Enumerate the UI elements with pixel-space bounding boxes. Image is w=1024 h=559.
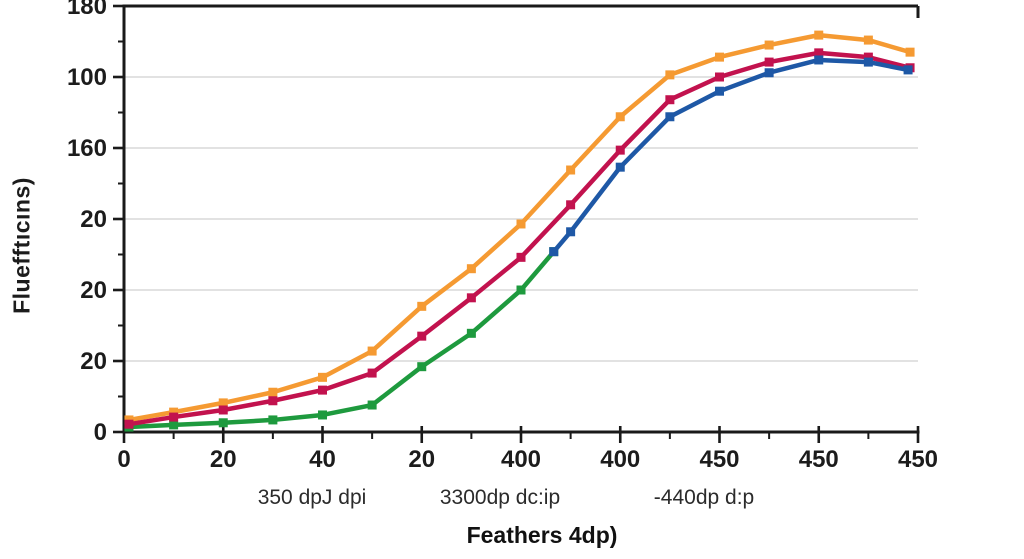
series-orange-marker [367,346,377,356]
series-blue-marker [764,68,774,78]
x-tick-label: 400 [600,446,640,473]
x-tick-label: 40 [309,446,336,473]
series-blue-marker [715,86,724,96]
series-crimson-marker [665,95,675,105]
series-orange-marker [466,264,476,274]
series-blue-marker [863,57,873,67]
series-orange-marker [218,398,228,408]
series-orange-marker [268,387,278,397]
y-tick-label: 20 [80,348,107,375]
x-tick-label: 450 [699,446,739,473]
series-crimson-marker [566,200,576,210]
series-blue-line [551,57,911,254]
series-orange-marker [417,301,427,311]
series-crimson-marker [715,72,724,82]
series-orange-marker [566,165,576,175]
series-crimson-marker [417,331,427,341]
y-tick-label: 180 [67,0,107,20]
series-crimson-marker [169,412,179,422]
series-green-marker [218,418,228,428]
series-green-marker [466,328,476,338]
series-orange-marker [863,35,873,45]
x-axis-title: Feathers 4dp) [466,522,618,548]
series-orange-marker [715,52,724,62]
series-orange-marker [169,407,179,417]
series-crimson-marker [466,293,476,303]
series-blue-marker [566,227,576,237]
series-green-line [126,249,557,430]
series-green-marker [169,420,179,430]
series-green-marker [417,362,427,372]
series-crimson-marker [764,57,774,67]
series-crimson-line [126,50,913,427]
series-crimson-marker [124,419,134,429]
series-crimson-marker [318,385,327,395]
series-orange-marker [764,40,774,50]
x-annotation-2: 3300dp dc:ip [439,486,561,509]
series-blue-marker [814,55,824,65]
series-blue-marker [615,162,625,172]
series-blue-marker [903,65,913,75]
series-blue-marker [549,247,559,257]
series-crimson-marker [814,48,824,58]
y-tick-label: 20 [80,206,107,233]
series-green-marker [367,400,377,410]
series-green-marker [268,415,278,425]
series-blue-marker [665,112,675,122]
series-crimson-marker [268,396,278,406]
series-crimson-marker [367,368,377,378]
y-tick-label: 0 [94,419,107,446]
y-axis-title: Fluefftıcıns) [8,177,35,314]
y-tick-label: 20 [80,277,107,304]
x-tick-label: 450 [799,446,839,473]
series-orange-marker [905,47,915,57]
x-tick-label: 0 [117,446,130,473]
x-tick-label: 20 [210,446,237,473]
series-orange-marker [665,70,675,80]
y-tick-label: 100 [67,64,107,91]
x-annotation-3: -440dp d:p [653,486,755,509]
x-annotation-1: 350 dpJ dpi [257,486,367,509]
series-green-marker [516,285,526,295]
series-orange-marker [814,30,824,40]
series-crimson-marker [863,52,873,62]
series-orange-marker [318,372,327,382]
series-crimson-marker [218,405,228,415]
series-orange-marker [615,112,625,122]
series-crimson-marker [615,145,625,155]
x-tick-label: 400 [501,446,541,473]
x-tick-label: 20 [408,446,435,473]
x-tick-label: 450 [898,446,938,473]
series-orange-marker [516,219,526,229]
series-crimson-marker [516,252,526,262]
y-tick-label: 160 [67,135,107,162]
series-green-marker [318,410,327,420]
